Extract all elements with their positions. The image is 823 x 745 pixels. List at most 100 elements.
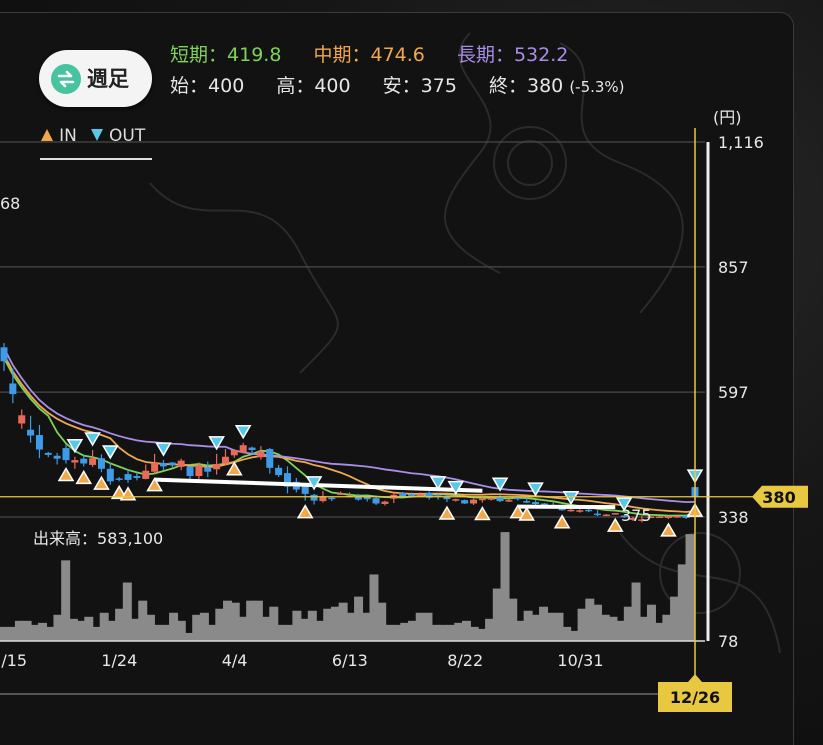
candle-body: [283, 473, 291, 487]
volume-bar: [284, 624, 294, 641]
candlestick: [452, 498, 460, 502]
candlestick: [27, 415, 35, 443]
candle-body: [301, 483, 309, 494]
ornament-background: [149, 32, 781, 654]
out-triangle-icon: [90, 129, 103, 141]
candle-body: [443, 496, 451, 500]
crosshair-cursor[interactable]: 380 12/26: [0, 128, 808, 712]
cursor-date-tag: [658, 674, 732, 712]
volume-bar: [454, 622, 464, 641]
volume-bar: [492, 588, 502, 641]
y-tick-label: 1,116: [718, 133, 764, 152]
candle-body: [89, 458, 97, 465]
candle-body: [452, 499, 460, 501]
volume-bar: [554, 612, 564, 641]
candle-body: [53, 455, 61, 459]
long-ma-label: 長期：: [456, 44, 514, 66]
y-tick-label: 338: [718, 508, 749, 527]
in-signal-marker: [553, 514, 571, 529]
volume-bar: [515, 620, 525, 641]
candlestick: [248, 446, 256, 454]
candle-body: [328, 497, 336, 500]
volume-bar: [677, 564, 687, 641]
volume-bar: [115, 608, 125, 641]
volume-bar: [446, 624, 456, 641]
swap-arrows-icon: [51, 64, 81, 94]
candle-body: [514, 497, 522, 500]
candlestick: [505, 498, 513, 503]
volume-bar: [585, 598, 595, 641]
volume-bar: [215, 608, 225, 641]
candlestick: [186, 466, 194, 480]
candlestick: [275, 464, 283, 477]
candle-body: [115, 478, 123, 480]
in-signal-marker: [296, 504, 314, 519]
volume-bar: [99, 612, 109, 641]
volume-bar: [415, 612, 425, 641]
out-signal-marker: [234, 425, 252, 440]
volume-bar: [230, 602, 240, 641]
long-ma-line: [3, 347, 696, 504]
candlestick: [647, 516, 655, 519]
moving-average-lines: [3, 347, 696, 517]
candlestick: [408, 492, 416, 497]
volume-bar: [261, 616, 271, 641]
volume-bar: [569, 630, 579, 641]
candlestick: [567, 508, 575, 512]
in-signal-marker: [606, 517, 624, 532]
in-signal-marker: [660, 522, 677, 537]
volume-bar: [199, 612, 209, 641]
candle-body: [656, 516, 664, 519]
candlestick: [514, 497, 522, 501]
volume-bar: [662, 614, 672, 641]
volume-bars: [0, 532, 705, 642]
candlestick: [399, 491, 407, 497]
candlestick: [682, 515, 690, 519]
out-signal-marker: [84, 432, 101, 447]
candlestick: [283, 466, 291, 494]
volume-bar: [546, 612, 556, 641]
volume-bar: [539, 606, 549, 641]
volume-bar: [354, 596, 364, 641]
in-signal-marker: [146, 477, 163, 492]
candlestick: [62, 444, 70, 464]
candle-body: [496, 497, 504, 502]
weekly-toggle-button[interactable]: 週足: [39, 50, 152, 107]
in-signal-marker: [226, 461, 243, 476]
candlestick: [257, 446, 265, 460]
volume-bar: [107, 620, 117, 641]
mid-ma-value: 474.6: [370, 44, 425, 66]
volume-bar: [269, 606, 279, 641]
candle-body: [372, 498, 380, 504]
candle-body: [478, 498, 486, 501]
candle-body: [97, 458, 105, 469]
volume-bar: [639, 616, 649, 641]
period-high-label: 68: [0, 194, 20, 213]
candlestick: [18, 409, 26, 429]
volume-bar: [685, 534, 695, 641]
in-signal-marker: [518, 506, 535, 521]
candlestick: [106, 463, 114, 485]
volume-tick-label: 78: [718, 632, 738, 651]
x-tick-label: 6/13: [332, 651, 368, 670]
axes: 1,116 857 597 338 78 11/15 1/24 4/4 6/13 8/22 10/3…: [0, 133, 764, 695]
low-value: 375: [420, 75, 457, 97]
candle-body: [354, 496, 362, 500]
volume-bar: [330, 606, 340, 641]
volume-bar: [7, 626, 17, 641]
volume-bar: [30, 624, 40, 641]
cursor-price-label: 380: [762, 488, 795, 507]
candlestick: [328, 496, 336, 502]
candlestick: [425, 491, 433, 500]
open-value: 400: [208, 75, 245, 97]
candle-body: [505, 500, 513, 502]
candlestick: [602, 514, 610, 517]
out-signal-marker: [305, 476, 323, 491]
volume-bar: [423, 612, 433, 641]
change-percent: (-5.3%): [569, 78, 625, 96]
candle-body: [594, 513, 602, 516]
candle-body: [9, 383, 17, 395]
candlestick: [656, 516, 664, 519]
